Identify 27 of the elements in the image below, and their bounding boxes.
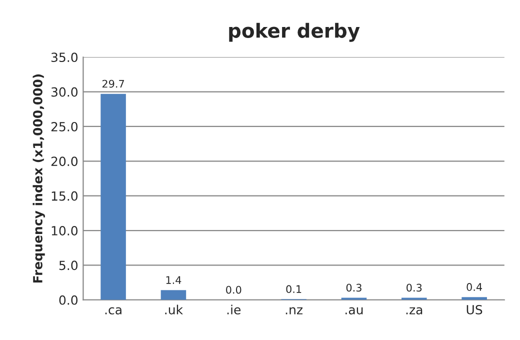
bar: [160, 290, 186, 300]
x-tick-label: .ca: [105, 307, 122, 314]
bar: [100, 94, 126, 300]
x-tick-label: .ie: [227, 304, 241, 314]
chart-title: poker derby: [229, 22, 360, 42]
x-tick-label: US: [466, 304, 482, 314]
data-label: 1.4: [166, 276, 182, 284]
y-axis-title: Frequency index (x1,000,000): [32, 74, 45, 283]
data-label: 0.4: [466, 283, 482, 291]
data-label: 0.1: [286, 285, 302, 294]
data-label: 0.3: [346, 284, 362, 292]
data-label: 0.0: [226, 286, 242, 294]
x-tick-label: .uk: [165, 304, 183, 314]
y-tick-label: 30.0: [51, 87, 78, 97]
y-tick-label: 15.0: [52, 191, 78, 201]
y-tick-label: 0.0: [59, 295, 78, 305]
y-tick-label: 35.0: [51, 52, 78, 62]
bar: [462, 297, 487, 300]
y-tick-label: 20.0: [51, 156, 78, 166]
data-label: 29.7: [102, 80, 124, 88]
x-tick-label: .au: [346, 307, 363, 314]
y-tick-label: 5.0: [59, 260, 78, 270]
x-tick-label: .za: [406, 307, 422, 314]
x-tick-label: .nz: [286, 307, 302, 314]
data-label: 0.3: [406, 284, 422, 292]
y-tick-label: 25.0: [51, 122, 78, 132]
y-tick-label: 10.0: [52, 226, 78, 236]
